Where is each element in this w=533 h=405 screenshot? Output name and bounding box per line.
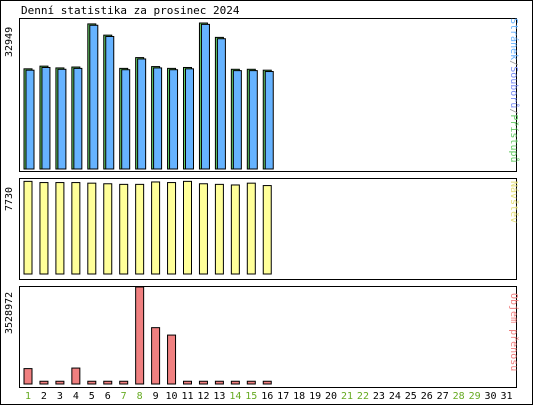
- day-tick-13: 13: [213, 391, 225, 402]
- pages-bar-4: [73, 67, 83, 170]
- visits-bar-11: [183, 180, 192, 275]
- day-tick-30: 30: [485, 391, 497, 402]
- pages-bar-2: [41, 66, 51, 170]
- kbytes-bar-2: [39, 380, 49, 385]
- pages-bar-6: [105, 35, 115, 170]
- kbytes-bar-12: [198, 380, 208, 385]
- day-tick-4: 4: [73, 391, 79, 402]
- pages-bar-12: [200, 23, 210, 170]
- pages-bar-1: [25, 69, 35, 170]
- visits-bar-4: [71, 182, 81, 275]
- day-tick-6: 6: [105, 391, 111, 402]
- kbytes-bar-14: [230, 380, 240, 385]
- kbytes-bar-10: [167, 334, 177, 385]
- kbytes-bar-15: [246, 380, 256, 385]
- pages-bar-9: [153, 67, 163, 170]
- day-tick-7: 7: [121, 391, 127, 402]
- day-tick-17: 17: [277, 391, 289, 402]
- transfer-panel: [19, 286, 517, 388]
- kbytes-bar-7: [119, 380, 129, 385]
- day-tick-1: 1: [25, 391, 31, 402]
- pages-bar-13: [216, 38, 226, 170]
- day-tick-11: 11: [181, 391, 193, 402]
- day-tick-29: 29: [469, 391, 481, 402]
- visits-bar-14: [230, 184, 240, 275]
- pages-bar-8: [137, 58, 147, 170]
- day-tick-5: 5: [89, 391, 95, 402]
- kbytes-bar-16: [262, 380, 272, 385]
- visits-bar-16: [262, 185, 272, 275]
- kbytes-bar-5: [87, 380, 97, 385]
- visits-bar-15: [246, 182, 256, 275]
- day-tick-23: 23: [373, 391, 385, 402]
- chart-title: Denní statistika za prosinec 2024: [21, 4, 240, 17]
- day-tick-8: 8: [137, 391, 143, 402]
- kbytes-bar-6: [103, 380, 113, 385]
- pages-bar-14: [232, 70, 242, 170]
- visits-bar-8: [135, 183, 145, 275]
- day-tick-27: 27: [437, 391, 449, 402]
- pages-bar-3: [57, 68, 67, 170]
- kbytes-bar-9: [151, 327, 161, 385]
- day-tick-28: 28: [453, 391, 465, 402]
- visits-bar-7: [119, 183, 129, 275]
- pages-bar-11: [185, 68, 194, 170]
- day-tick-21: 21: [341, 391, 353, 402]
- kbytes-bar-11: [183, 380, 192, 385]
- visits-bar-12: [198, 183, 208, 275]
- pages-bar-15: [248, 70, 258, 170]
- pages-bar-10: [169, 69, 179, 170]
- day-tick-24: 24: [389, 391, 401, 402]
- pages-bar-5: [89, 24, 99, 170]
- day-tick-9: 9: [153, 391, 159, 402]
- day-tick-20: 20: [325, 391, 337, 402]
- kbytes-bar-1: [23, 368, 33, 385]
- day-tick-3: 3: [57, 391, 63, 402]
- visits-bar-1: [23, 180, 33, 275]
- visits-bar-3: [55, 182, 65, 275]
- visits-bar-6: [103, 183, 113, 275]
- kbytes-bar-4: [71, 367, 81, 385]
- day-tick-18: 18: [293, 391, 305, 402]
- day-tick-19: 19: [309, 391, 321, 402]
- visits-bar-2: [39, 182, 49, 275]
- kbytes-bar-13: [214, 380, 224, 385]
- visits-bar-10: [167, 182, 177, 275]
- day-tick-31: 31: [500, 391, 512, 402]
- day-tick-12: 12: [197, 391, 209, 402]
- day-tick-26: 26: [421, 391, 433, 402]
- day-tick-15: 15: [245, 391, 257, 402]
- visits-bar-13: [214, 183, 224, 275]
- day-tick-25: 25: [405, 391, 417, 402]
- kbytes-bar-8: [135, 286, 145, 385]
- day-tick-10: 10: [166, 391, 178, 402]
- day-tick-22: 22: [357, 391, 369, 402]
- day-tick-16: 16: [261, 391, 273, 402]
- day-tick-2: 2: [41, 391, 47, 402]
- day-tick-14: 14: [229, 391, 241, 402]
- visits-bar-5: [87, 182, 97, 275]
- kbytes-bar-3: [55, 380, 65, 385]
- visits-bar-9: [151, 181, 161, 275]
- pages-bar-7: [121, 69, 131, 170]
- pages-bar-16: [264, 71, 274, 170]
